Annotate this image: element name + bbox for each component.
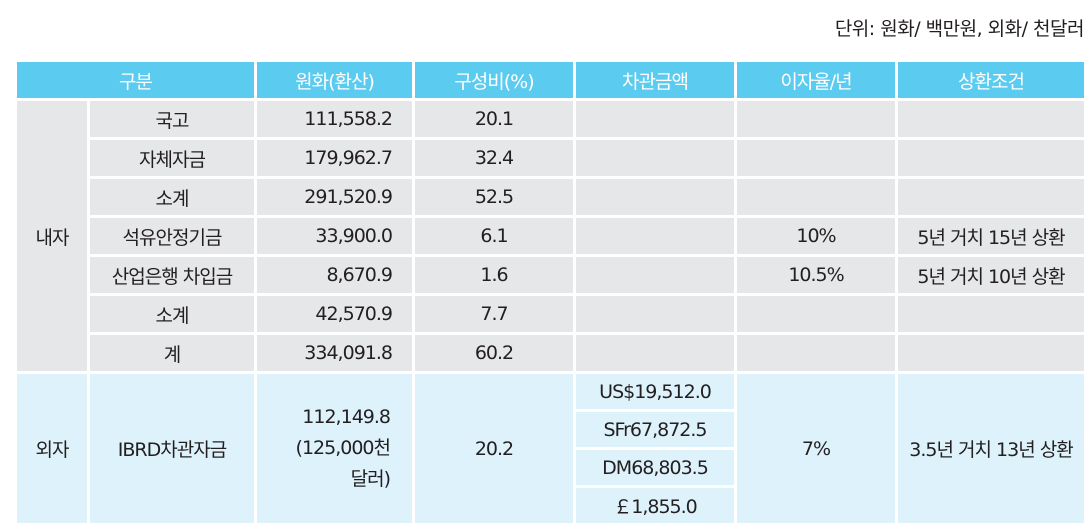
- row-won: 111,558.2: [257, 101, 412, 137]
- header-category: 구분: [17, 62, 254, 98]
- row-won: 42,570.9: [257, 296, 412, 332]
- header-interest-rate: 이자율/년: [737, 62, 895, 98]
- row-won: 291,520.9: [257, 179, 412, 215]
- row-ratio: 6.1: [415, 218, 573, 254]
- row-terms: 5년 거치 10년 상환: [898, 257, 1084, 293]
- row-name: 국고: [90, 101, 254, 137]
- table-row: SFr67,872.5: [17, 412, 1084, 447]
- header-ratio: 구성비(%): [415, 62, 573, 98]
- row-name: 소계: [90, 296, 254, 332]
- header-row: 구분 원화(환산) 구성비(%) 차관금액 이자율/년 상환조건: [17, 62, 1084, 98]
- group-domestic: 내자: [17, 101, 87, 371]
- row-ratio: 60.2: [415, 335, 573, 371]
- won-line: (125,000천: [295, 437, 391, 459]
- table-row: 석유안정기금 33,900.0 6.1 10% 5년 거치 15년 상환: [17, 218, 1084, 254]
- row-won: 33,900.0: [257, 218, 412, 254]
- row-terms: 5년 거치 15년 상환: [898, 218, 1084, 254]
- row-won: 334,091.8: [257, 335, 412, 371]
- row-loan: [576, 101, 734, 137]
- row-rate: [737, 179, 895, 215]
- table-row: 소계 291,520.9 52.5: [17, 179, 1084, 215]
- row-name: 석유안정기금: [90, 218, 254, 254]
- header-loan-amount: 차관금액: [576, 62, 734, 98]
- row-ratio: 7.7: [415, 296, 573, 332]
- row-ratio: 20.2: [415, 374, 573, 523]
- header-won: 원화(환산): [257, 62, 412, 98]
- loan-amount-sfr: SFr67,872.5: [576, 412, 734, 447]
- group-foreign: 외자: [17, 374, 87, 523]
- won-line: 112,149.8: [302, 406, 391, 428]
- header-repayment-terms: 상환조건: [898, 62, 1084, 98]
- row-terms: [898, 335, 1084, 371]
- loan-amount-dm: DM68,803.5: [576, 450, 734, 485]
- row-loan: [576, 296, 734, 332]
- unit-note: 단위: 원화/ 백만원, 외화/ 천달러: [834, 18, 1085, 40]
- table-row: 외자 IBRD차관자금 112,149.8 (125,000천 달러) 20.2…: [17, 374, 1084, 523]
- row-terms: [898, 296, 1084, 332]
- row-ratio: 52.5: [415, 179, 573, 215]
- row-name: IBRD차관자금: [90, 374, 254, 523]
- row-loan: [576, 140, 734, 176]
- row-won: 112,149.8 (125,000천 달러): [257, 374, 412, 523]
- loan-table: 구분 원화(환산) 구성비(%) 차관금액 이자율/년 상환조건 내자 국고 1…: [14, 59, 1087, 526]
- row-name: 자체자금: [90, 140, 254, 176]
- table-row: 계 334,091.8 60.2: [17, 335, 1084, 371]
- row-name: 소계: [90, 179, 254, 215]
- row-rate: [737, 140, 895, 176]
- row-loan: [576, 218, 734, 254]
- row-rate: [737, 335, 895, 371]
- row-terms: 3.5년 거치 13년 상환: [898, 374, 1084, 523]
- row-ratio: 1.6: [415, 257, 573, 293]
- table-row: 내자 국고 111,558.2 20.1: [17, 101, 1084, 371]
- table-row: 자체자금 179,962.7 32.4: [17, 140, 1084, 176]
- loan-amount-usd: US$19,512.0: [576, 374, 734, 409]
- row-ratio: 20.1: [415, 101, 573, 137]
- won-line: 달러): [350, 468, 391, 490]
- table-row: ￡1,855.0: [17, 488, 1084, 523]
- row-name: 산업은행 차입금: [90, 257, 254, 293]
- row-rate: 7%: [737, 374, 895, 523]
- table-row: DM68,803.5: [17, 450, 1084, 485]
- row-name: 계: [90, 335, 254, 371]
- table-row: 소계 42,570.9 7.7: [17, 296, 1084, 332]
- row-rate: [737, 101, 895, 137]
- loan-amount-gbp: ￡1,855.0: [576, 488, 734, 523]
- row-terms: [898, 140, 1084, 176]
- row-loan: [576, 335, 734, 371]
- row-rate: [737, 296, 895, 332]
- row-loan: [576, 179, 734, 215]
- row-ratio: 32.4: [415, 140, 573, 176]
- row-loan: [576, 257, 734, 293]
- row-rate: 10.5%: [737, 257, 895, 293]
- table-row: 산업은행 차입금 8,670.9 1.6 10.5% 5년 거치 10년 상환: [17, 257, 1084, 293]
- row-terms: [898, 179, 1084, 215]
- row-terms: [898, 101, 1084, 137]
- row-won: 8,670.9: [257, 257, 412, 293]
- row-rate: 10%: [737, 218, 895, 254]
- row-won: 179,962.7: [257, 140, 412, 176]
